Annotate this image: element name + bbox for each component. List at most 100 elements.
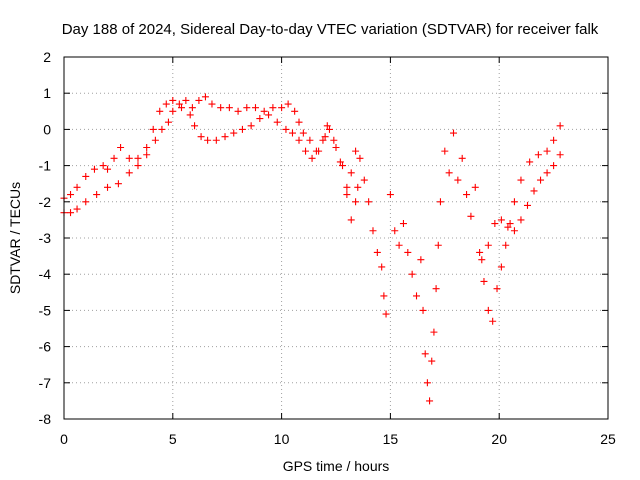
data-point: [497, 263, 505, 271]
data-point: [484, 241, 492, 249]
x-tick-label: 20: [491, 431, 507, 447]
data-point: [315, 147, 323, 155]
x-tick-label: 25: [600, 431, 616, 447]
data-point: [543, 169, 551, 177]
data-point: [332, 144, 340, 151]
y-tick-label: -6: [39, 339, 52, 355]
data-point: [308, 154, 316, 162]
data-point: [243, 104, 251, 112]
data-point: [164, 118, 172, 126]
data-point: [426, 397, 434, 405]
data-point: [149, 125, 157, 133]
data-point: [373, 248, 381, 256]
data-point: [178, 104, 186, 112]
data-point: [169, 96, 177, 104]
data-point: [504, 223, 512, 231]
y-tick-label: 1: [43, 85, 51, 101]
data-point: [506, 220, 514, 228]
data-point: [104, 165, 112, 173]
data-point: [352, 147, 360, 155]
series-track-2: [60, 104, 362, 224]
data-point: [234, 107, 242, 115]
data-point: [158, 125, 166, 133]
data-point: [550, 136, 558, 144]
data-point: [302, 147, 310, 155]
data-point: [238, 125, 246, 133]
data-point: [445, 169, 453, 177]
data-point: [162, 100, 170, 108]
data-point: [369, 227, 377, 235]
data-point: [169, 107, 177, 115]
data-point: [306, 136, 314, 144]
data-point: [421, 350, 429, 358]
series-track-1: [60, 93, 390, 318]
data-point: [295, 118, 303, 126]
data-point: [67, 191, 75, 199]
data-point: [188, 104, 196, 112]
data-point: [391, 227, 399, 235]
data-point: [480, 277, 488, 285]
data-point: [408, 270, 416, 278]
data-point: [73, 183, 81, 191]
data-point: [278, 104, 286, 112]
data-point: [458, 154, 466, 162]
data-point: [413, 292, 421, 300]
data-point: [156, 107, 164, 115]
data-point: [430, 328, 438, 336]
data-point: [197, 133, 205, 141]
data-point: [497, 216, 505, 224]
data-point: [221, 133, 229, 141]
data-point: [537, 176, 545, 184]
data-point: [386, 191, 394, 199]
data-point: [450, 129, 458, 137]
data-point: [125, 169, 133, 177]
data-point: [404, 248, 412, 256]
y-tick-label: -3: [39, 230, 52, 246]
data-point: [484, 306, 492, 314]
data-point: [489, 317, 497, 325]
data-point: [417, 256, 425, 264]
data-point: [323, 122, 331, 130]
x-tick-label: 15: [383, 431, 399, 447]
data-point: [143, 151, 151, 159]
data-series: [60, 93, 564, 405]
data-point: [90, 165, 98, 173]
data-point: [330, 136, 338, 144]
data-point: [502, 241, 510, 249]
data-point: [299, 129, 307, 137]
data-point: [117, 144, 125, 151]
data-point: [273, 118, 281, 126]
data-point: [269, 104, 277, 112]
data-point: [434, 241, 442, 249]
y-tick-label: 0: [43, 121, 51, 137]
data-point: [212, 136, 220, 144]
data-point: [260, 107, 268, 115]
data-point: [291, 107, 299, 115]
data-point: [114, 180, 122, 188]
data-point: [282, 125, 290, 133]
data-point: [143, 144, 151, 151]
data-point: [104, 183, 112, 191]
x-axis-label: GPS time / hours: [283, 458, 390, 474]
data-point: [265, 111, 273, 119]
data-point: [208, 100, 216, 108]
data-point: [256, 115, 264, 123]
data-point: [319, 136, 327, 144]
data-point: [82, 198, 90, 206]
data-point: [476, 248, 484, 256]
x-tick-label: 5: [169, 431, 177, 447]
data-point: [204, 136, 212, 144]
series-track-4: [478, 151, 564, 264]
data-point: [339, 162, 347, 170]
x-tick-label: 10: [274, 431, 290, 447]
y-tick-label: 2: [43, 49, 51, 65]
data-point: [134, 162, 142, 170]
data-point: [419, 306, 427, 314]
data-point: [336, 158, 344, 166]
data-point: [378, 263, 386, 271]
data-point: [151, 136, 159, 144]
data-point: [343, 183, 351, 191]
data-point: [491, 220, 499, 228]
